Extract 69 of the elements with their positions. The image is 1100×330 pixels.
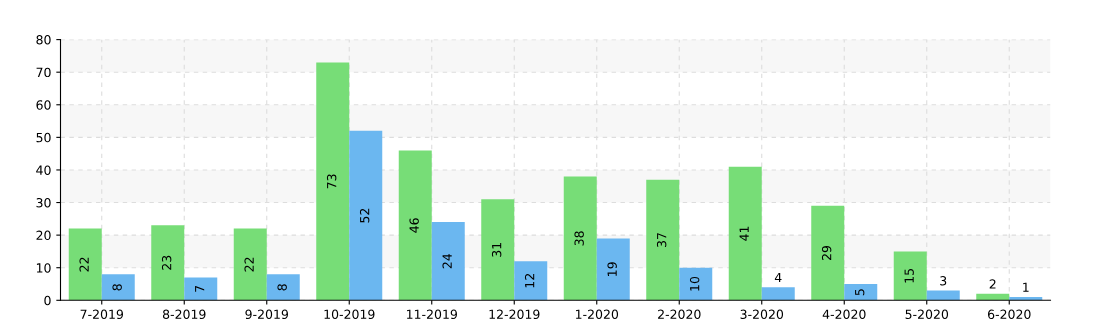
x-tick-label: 10-2019 — [324, 309, 375, 319]
y-tick-label: 30 — [36, 198, 51, 208]
x-tick-label: 6-2020 — [987, 309, 1031, 319]
y-tick-label: 20 — [36, 230, 51, 241]
x-tick-label: 7-2019 — [80, 309, 124, 319]
data-label: 22 — [79, 257, 89, 272]
y-tick-label: 40 — [36, 165, 51, 175]
bar — [68, 228, 102, 301]
bar — [101, 274, 135, 301]
data-label: 8 — [277, 284, 287, 291]
data-label: 37 — [656, 233, 667, 248]
data-label: 38 — [574, 231, 584, 246]
data-label: 29 — [821, 245, 832, 261]
data-label: 1 — [1023, 282, 1029, 292]
bar — [646, 179, 680, 301]
data-label: 31 — [491, 242, 502, 257]
x-tick-label: 2-2020 — [658, 309, 701, 319]
data-label: 12 — [524, 274, 535, 288]
data-label: 24 — [442, 253, 452, 269]
bar — [844, 284, 878, 301]
data-label: 7 — [195, 285, 205, 292]
data-label: 15 — [904, 269, 914, 283]
bar — [1009, 297, 1043, 301]
bar — [514, 261, 548, 301]
bar — [184, 277, 218, 301]
data-label: 22 — [244, 257, 254, 272]
bar — [431, 222, 465, 301]
y-tick-label: 80 — [36, 35, 51, 45]
data-label: 73 — [326, 174, 337, 189]
x-tick-label: 5-2020 — [905, 309, 949, 319]
x-tick-label: 3-2020 — [740, 309, 784, 319]
y-tick-label: 60 — [36, 100, 51, 110]
bar — [596, 238, 630, 301]
data-label: 52 — [359, 208, 370, 223]
bar — [761, 287, 795, 301]
bar — [811, 205, 845, 301]
bar — [349, 130, 383, 301]
data-label: 10 — [689, 276, 700, 291]
x-tick-label: 11-2019 — [407, 309, 457, 319]
data-label: 4 — [774, 272, 782, 283]
bar — [976, 293, 1010, 301]
y-tick-label: 70 — [36, 67, 51, 78]
x-tick-label: 8-2019 — [162, 309, 206, 319]
data-label: 8 — [112, 284, 122, 291]
x-tick-label: 12-2019 — [489, 309, 540, 319]
bar — [266, 274, 300, 301]
bar — [679, 267, 713, 301]
data-label: 5 — [855, 289, 865, 296]
bar — [398, 150, 432, 301]
bar — [481, 199, 515, 301]
data-label: 23 — [161, 255, 172, 270]
bar — [563, 176, 597, 301]
data-label: 41 — [739, 226, 749, 241]
data-label: 46 — [409, 218, 419, 233]
bar — [893, 251, 927, 301]
bar — [926, 290, 960, 301]
y-tick-label: 50 — [36, 132, 51, 143]
data-label: 2 — [989, 279, 996, 289]
x-tick-label: 1-2020 — [575, 309, 619, 319]
bar — [233, 228, 267, 301]
bar — [728, 166, 762, 301]
x-tick-label: 4-2020 — [822, 309, 866, 319]
x-tick-label: 9-2019 — [245, 309, 289, 319]
y-tick-label: 10 — [36, 263, 51, 273]
y-tick-label: 0 — [44, 295, 51, 306]
data-label: 19 — [607, 262, 617, 276]
bar — [316, 62, 350, 301]
data-label: 3 — [940, 276, 947, 286]
bar — [151, 225, 185, 301]
